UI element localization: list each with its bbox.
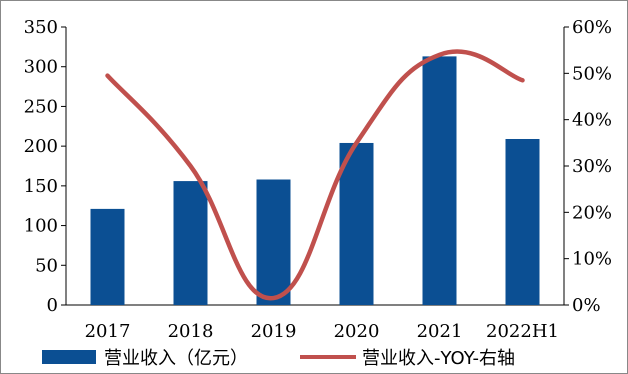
x-tick-label: 2017 <box>85 321 131 342</box>
right-tick-label: 10% <box>572 249 612 270</box>
left-tick-label: 300 <box>24 57 58 78</box>
bar-2020 <box>339 142 374 305</box>
x-tick-labels: 2017 2018 2019 2020 2021 2022H1 <box>85 321 559 342</box>
right-tick-label: 40% <box>572 110 612 131</box>
bars <box>90 56 540 305</box>
x-tick-label: 2021 <box>417 321 463 342</box>
x-tick-label: 2018 <box>168 321 214 342</box>
x-tick-label: 2020 <box>334 321 380 342</box>
left-tick-label: 250 <box>24 96 58 117</box>
right-tick-labels: 0% 10% 20% 30% 40% 50% 60% <box>572 17 612 316</box>
left-tick-label: 200 <box>24 136 58 157</box>
bar-2021 <box>422 56 457 305</box>
bar-2019 <box>256 179 291 305</box>
bar-2022H1 <box>505 138 540 305</box>
bar-2017 <box>90 208 125 305</box>
right-tick-label: 60% <box>572 17 612 38</box>
legend-bar-label: 营业收入（亿元） <box>104 348 248 369</box>
left-tick-labels: 0 50 100 150 200 250 300 350 <box>24 17 58 316</box>
left-tick-label: 100 <box>24 216 58 237</box>
legend: 营业收入（亿元） 营业收入-YOY-右轴 <box>42 348 515 369</box>
x-tick-label: 2019 <box>251 321 297 342</box>
right-tick-label: 50% <box>572 63 612 84</box>
yoy-line-path <box>105 49 525 301</box>
x-tick-label: 2022H1 <box>486 321 559 342</box>
axes <box>61 26 569 306</box>
left-tick-label: 50 <box>35 255 58 276</box>
bar-2018 <box>173 181 208 305</box>
right-tick-label: 20% <box>572 202 612 223</box>
right-tick-label: 0% <box>572 295 601 316</box>
yoy-line <box>105 49 525 301</box>
right-tick-label: 30% <box>572 156 612 177</box>
left-tick-label: 0 <box>47 295 58 316</box>
left-tick-label: 350 <box>24 17 58 38</box>
legend-line-label: 营业收入-YOY-右轴 <box>362 348 515 369</box>
left-tick-label: 150 <box>24 176 58 197</box>
legend-bar-swatch <box>42 350 96 364</box>
